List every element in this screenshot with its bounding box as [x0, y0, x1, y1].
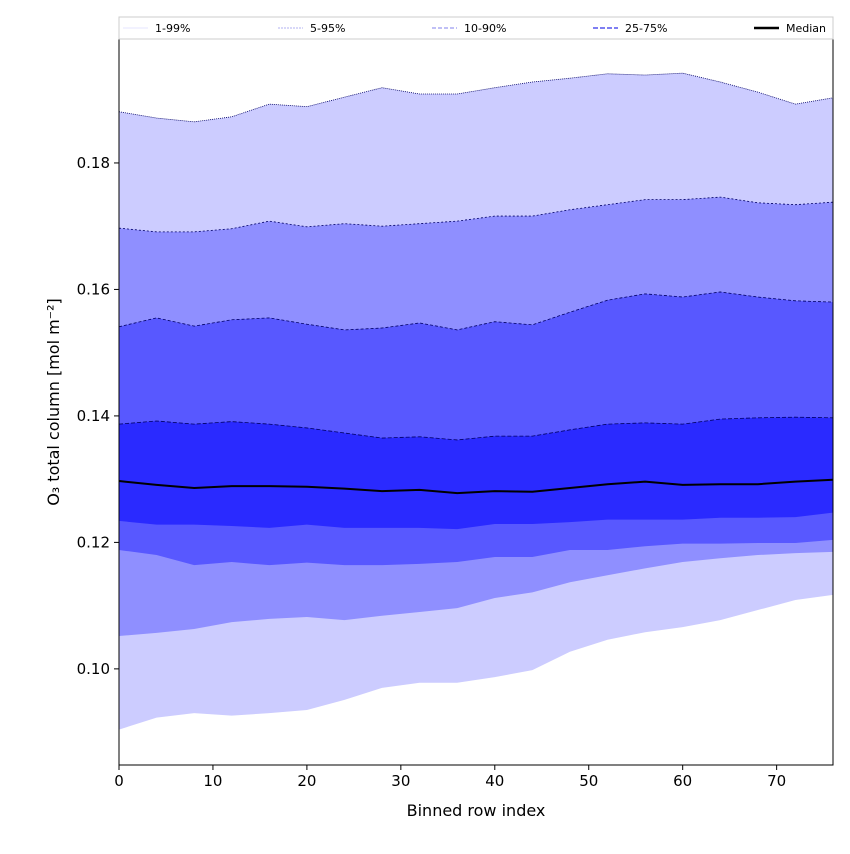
edge-line-p90	[118, 291, 834, 331]
legend-label: 1-99%	[155, 22, 190, 35]
x-tick-label: 20	[297, 772, 316, 790]
y-axis-label: O₃ total column [mol m⁻²]	[44, 298, 63, 506]
x-tick-label: 60	[673, 772, 692, 790]
x-tick-label: 40	[485, 772, 504, 790]
x-tick-label: 30	[391, 772, 410, 790]
edge-line-p75	[118, 416, 834, 441]
legend-label: 10-90%	[464, 22, 506, 35]
legend-label: 5-95%	[310, 22, 345, 35]
x-tick-label: 70	[767, 772, 786, 790]
y-tick-label: 0.14	[77, 407, 110, 425]
x-axis: 0 10 20 30 40 50 60 70	[114, 765, 786, 790]
x-tick-label: 10	[203, 772, 222, 790]
y-tick-label: 0.10	[77, 660, 110, 678]
band-25-75pct	[119, 417, 833, 530]
edge-line-p99	[118, 72, 834, 123]
legend-box	[118, 16, 834, 40]
percentile-bands	[119, 73, 833, 730]
legend-label: 25-75%	[625, 22, 667, 35]
legend: 1-99% 5-95% 10-90% 25-75% Median	[118, 16, 834, 40]
y-axis: 0.10 0.12 0.14 0.16 0.18	[77, 154, 119, 678]
x-tick-label: 50	[579, 772, 598, 790]
median-line	[118, 478, 834, 495]
band-edge-lines	[118, 72, 834, 441]
y-tick-label: 0.18	[77, 154, 110, 172]
y-tick-label: 0.16	[77, 280, 110, 298]
y-tick-label: 0.12	[77, 533, 110, 551]
legend-label: Median	[786, 22, 826, 35]
x-axis-label: Binned row index	[407, 801, 546, 820]
x-tick-label: 0	[114, 772, 124, 790]
